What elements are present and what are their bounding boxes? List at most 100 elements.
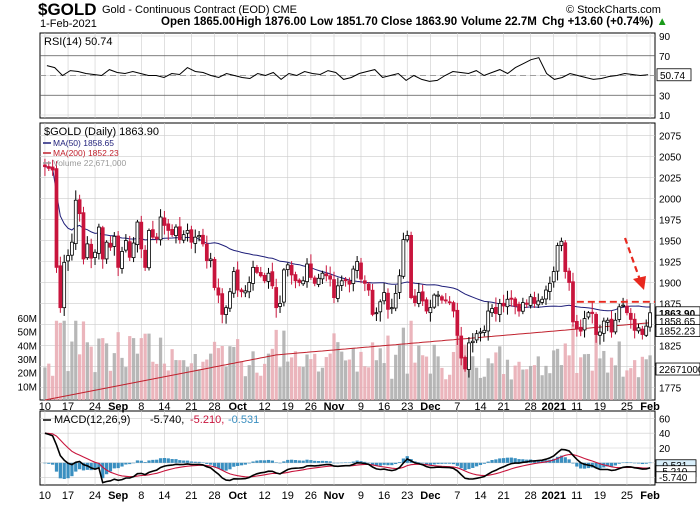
macd-histogram-bar <box>289 459 294 463</box>
volume-bar <box>609 357 614 400</box>
macd-histogram-bar <box>212 462 217 467</box>
volume-bar <box>459 336 463 400</box>
x-tick-label: Oct <box>228 490 247 502</box>
price-tick-label: 1775 <box>659 383 682 394</box>
copyright: © StockCharts.com <box>566 4 661 16</box>
macd-histogram-bar <box>494 459 498 463</box>
rsi-tick-label: 70 <box>659 52 671 63</box>
candle-body <box>544 289 548 300</box>
candle-body <box>189 229 194 243</box>
price-tick-label: 1875 <box>659 299 682 310</box>
candle-body <box>644 325 649 336</box>
volume-bar <box>451 351 456 400</box>
candle-body <box>436 294 440 297</box>
volume-bar <box>85 342 89 400</box>
candle-body <box>289 264 294 276</box>
contract-name: Gold - Continuous Contract (EOD) CME <box>102 4 298 16</box>
macd-histogram-bar <box>101 462 105 479</box>
macd-histogram-bar <box>340 462 344 464</box>
macd-histogram-bar <box>501 458 506 463</box>
candle-body <box>628 312 633 320</box>
candle-body <box>578 326 583 332</box>
x-tick-label: 19 <box>594 401 606 413</box>
candle-body <box>208 258 213 261</box>
macd-histogram-bar <box>305 459 309 463</box>
candle-body <box>378 301 383 313</box>
volume-bar <box>139 338 143 400</box>
volume-bar <box>586 353 591 400</box>
volume-bar <box>528 365 533 400</box>
candle-body <box>216 287 221 296</box>
macd-histogram-bar <box>301 460 305 463</box>
macd-histogram-bar <box>390 462 394 466</box>
macd-histogram-bar <box>182 460 186 463</box>
candle-body <box>555 245 560 272</box>
volume-bar <box>475 367 479 400</box>
candle-body <box>193 236 198 244</box>
x-tick-label: 26 <box>305 490 317 502</box>
x-tick-label: 2021 <box>541 490 565 502</box>
macd-histogram-bar <box>309 460 313 463</box>
macd-histogram-bar <box>370 462 375 465</box>
volume-bar <box>355 371 359 400</box>
volume-bar <box>424 356 429 400</box>
volume-bar <box>320 367 325 400</box>
candle-body <box>517 303 521 312</box>
volume-bar <box>548 373 552 400</box>
volume-bar <box>151 361 155 400</box>
macd-histogram-bar <box>397 462 402 463</box>
macd-histogram-bar <box>185 460 190 463</box>
volume-quote: Volume 22.7M <box>461 16 537 28</box>
candle-body <box>70 241 74 256</box>
x-tick-label: 10 <box>39 490 51 502</box>
price-tick-label: 2000 <box>659 195 682 206</box>
volume-bar <box>455 334 459 400</box>
candle-body <box>366 283 371 291</box>
macd-histogram-bar <box>436 462 440 464</box>
macd-histogram-bar <box>270 460 274 463</box>
macd-histogram-bar <box>228 462 232 470</box>
candle-body <box>220 293 225 315</box>
macd-histogram-bar <box>490 460 494 463</box>
candle-body <box>305 263 309 283</box>
volume-bar <box>621 376 625 400</box>
volume-bar <box>498 346 502 400</box>
volume-bar <box>594 331 598 400</box>
volume-bar <box>116 332 120 400</box>
x-tick-label: 16 <box>378 401 390 413</box>
candle-body <box>131 242 136 259</box>
volume-bar <box>124 367 128 400</box>
macd-histogram-bar <box>77 462 82 470</box>
candle-body <box>609 318 614 333</box>
macd-title-part: MACD(12,26,9) <box>54 414 130 426</box>
volume-bar <box>540 375 544 400</box>
x-tick-label: 28 <box>524 490 536 502</box>
x-tick-label: 12 <box>259 401 271 413</box>
candle-body <box>100 227 105 260</box>
candle-body <box>81 212 86 260</box>
volume-bar <box>648 355 652 400</box>
high-quote: High 1876.00 <box>236 16 307 28</box>
price-badge-label: 1858.65 <box>659 317 696 328</box>
macd-histogram-bar <box>594 462 598 469</box>
macd-histogram-bar <box>247 462 251 464</box>
macd-histogram-bar <box>278 462 282 464</box>
volume-bar <box>509 379 513 400</box>
candle-body <box>393 292 398 309</box>
volume-bar <box>81 321 86 400</box>
macd-histogram-bar <box>367 462 371 464</box>
volume-bar <box>409 320 413 400</box>
volume-bar <box>70 341 74 400</box>
macd-histogram-bar <box>598 462 602 469</box>
x-tick-label: 21 <box>185 401 197 413</box>
candle-body <box>563 242 568 272</box>
x-tick-label: 12 <box>259 490 271 502</box>
price-tick-label: 1975 <box>659 216 682 227</box>
volume-bar <box>351 348 355 400</box>
volume-bar <box>552 350 556 400</box>
volume-bar <box>97 338 101 400</box>
macd-histogram-bar <box>197 461 201 463</box>
macd-tick-label: 40 <box>659 429 671 440</box>
candle-body <box>43 164 47 168</box>
volume-tick-label: 40M <box>18 341 37 352</box>
